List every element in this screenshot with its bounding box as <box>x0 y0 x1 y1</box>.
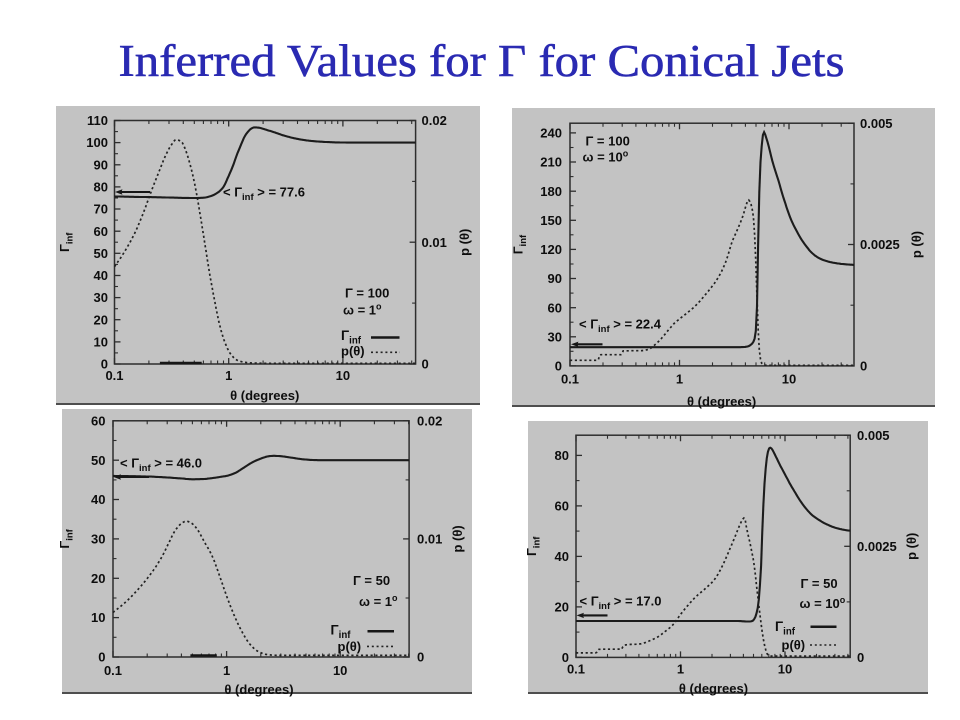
svg-text:10: 10 <box>336 368 350 383</box>
svg-text:ω = 10o: ω = 10o <box>583 149 629 165</box>
svg-text:40: 40 <box>555 549 569 564</box>
svg-text:p (θ): p (θ) <box>450 525 465 552</box>
svg-text:180: 180 <box>540 184 562 199</box>
svg-text:50: 50 <box>94 246 108 261</box>
svg-text:0: 0 <box>857 650 864 665</box>
svg-text:Γ = 50: Γ = 50 <box>353 573 390 588</box>
svg-text:1: 1 <box>223 663 230 678</box>
svg-text:Γ = 100: Γ = 100 <box>345 286 389 301</box>
svg-text:120: 120 <box>540 242 562 257</box>
svg-text:40: 40 <box>94 268 108 283</box>
svg-text:110: 110 <box>87 113 108 128</box>
svg-text:70: 70 <box>94 202 108 217</box>
svg-text:θ (degrees): θ (degrees) <box>230 388 299 403</box>
svg-text:240: 240 <box>540 126 562 141</box>
svg-text:0: 0 <box>562 650 569 665</box>
svg-text:0: 0 <box>555 359 562 374</box>
svg-text:p (θ): p (θ) <box>457 229 472 256</box>
svg-text:0.01: 0.01 <box>417 532 442 547</box>
svg-text:30: 30 <box>91 532 105 547</box>
svg-text:0.02: 0.02 <box>422 113 447 128</box>
svg-text:0.02: 0.02 <box>417 413 442 428</box>
svg-text:ω = 1o: ω = 1o <box>343 302 382 318</box>
svg-text:90: 90 <box>548 271 562 286</box>
svg-text:10: 10 <box>778 662 792 677</box>
svg-text:50: 50 <box>91 453 105 468</box>
svg-text:0.0025: 0.0025 <box>860 237 900 252</box>
svg-text:30: 30 <box>94 290 108 305</box>
svg-text:0.0025: 0.0025 <box>857 539 897 554</box>
svg-text:ω = 1o: ω = 1o <box>359 593 398 609</box>
svg-text:0: 0 <box>422 357 429 372</box>
svg-text:100: 100 <box>86 135 108 150</box>
svg-text:ω = 10o: ω = 10o <box>800 595 846 611</box>
svg-text:< Γinf > = 22.4: < Γinf > = 22.4 <box>579 317 662 336</box>
svg-text:60: 60 <box>548 300 562 315</box>
svg-text:0.1: 0.1 <box>567 662 585 677</box>
svg-text:30: 30 <box>548 329 562 344</box>
svg-text:210: 210 <box>540 155 562 170</box>
svg-text:θ (degrees): θ (degrees) <box>687 394 756 409</box>
svg-text:Γ = 100: Γ = 100 <box>586 134 630 149</box>
svg-text:1: 1 <box>676 372 683 387</box>
svg-text:θ (degrees): θ (degrees) <box>679 681 748 696</box>
svg-text:60: 60 <box>555 499 569 514</box>
svg-text:10: 10 <box>782 372 796 387</box>
svg-text:p(θ): p(θ) <box>782 638 806 653</box>
svg-text:60: 60 <box>94 224 108 239</box>
svg-text:0.1: 0.1 <box>561 372 579 387</box>
svg-text:1: 1 <box>225 368 232 383</box>
svg-text:80: 80 <box>555 448 569 463</box>
svg-text:0.005: 0.005 <box>860 116 893 131</box>
svg-text:0: 0 <box>101 357 108 372</box>
svg-text:20: 20 <box>91 571 105 586</box>
svg-text:p (θ): p (θ) <box>909 231 924 258</box>
svg-text:0: 0 <box>417 650 424 665</box>
svg-text:0.1: 0.1 <box>105 368 123 383</box>
svg-text:0.01: 0.01 <box>422 235 447 250</box>
svg-text:1: 1 <box>677 662 684 677</box>
svg-text:0: 0 <box>98 650 105 665</box>
svg-text:60: 60 <box>91 413 105 428</box>
svg-text:θ (degrees): θ (degrees) <box>224 682 293 697</box>
svg-text:p (θ): p (θ) <box>904 533 919 560</box>
svg-text:20: 20 <box>555 600 569 615</box>
svg-text:150: 150 <box>540 213 562 228</box>
svg-text:0: 0 <box>860 359 867 374</box>
svg-text:p(θ): p(θ) <box>338 639 362 654</box>
svg-text:p(θ): p(θ) <box>341 344 365 359</box>
svg-text:10: 10 <box>91 610 105 625</box>
svg-text:40: 40 <box>91 492 105 507</box>
svg-text:0.005: 0.005 <box>857 428 890 443</box>
svg-text:90: 90 <box>94 157 108 172</box>
svg-text:Inferred Values for Γ for Coni: Inferred Values for Γ for Conical Jets <box>119 36 845 86</box>
svg-text:0.1: 0.1 <box>104 663 122 678</box>
svg-text:Γ = 50: Γ = 50 <box>801 576 838 591</box>
svg-text:10: 10 <box>333 663 347 678</box>
svg-text:20: 20 <box>94 312 108 327</box>
svg-text:10: 10 <box>94 335 108 350</box>
svg-text:80: 80 <box>94 180 108 195</box>
